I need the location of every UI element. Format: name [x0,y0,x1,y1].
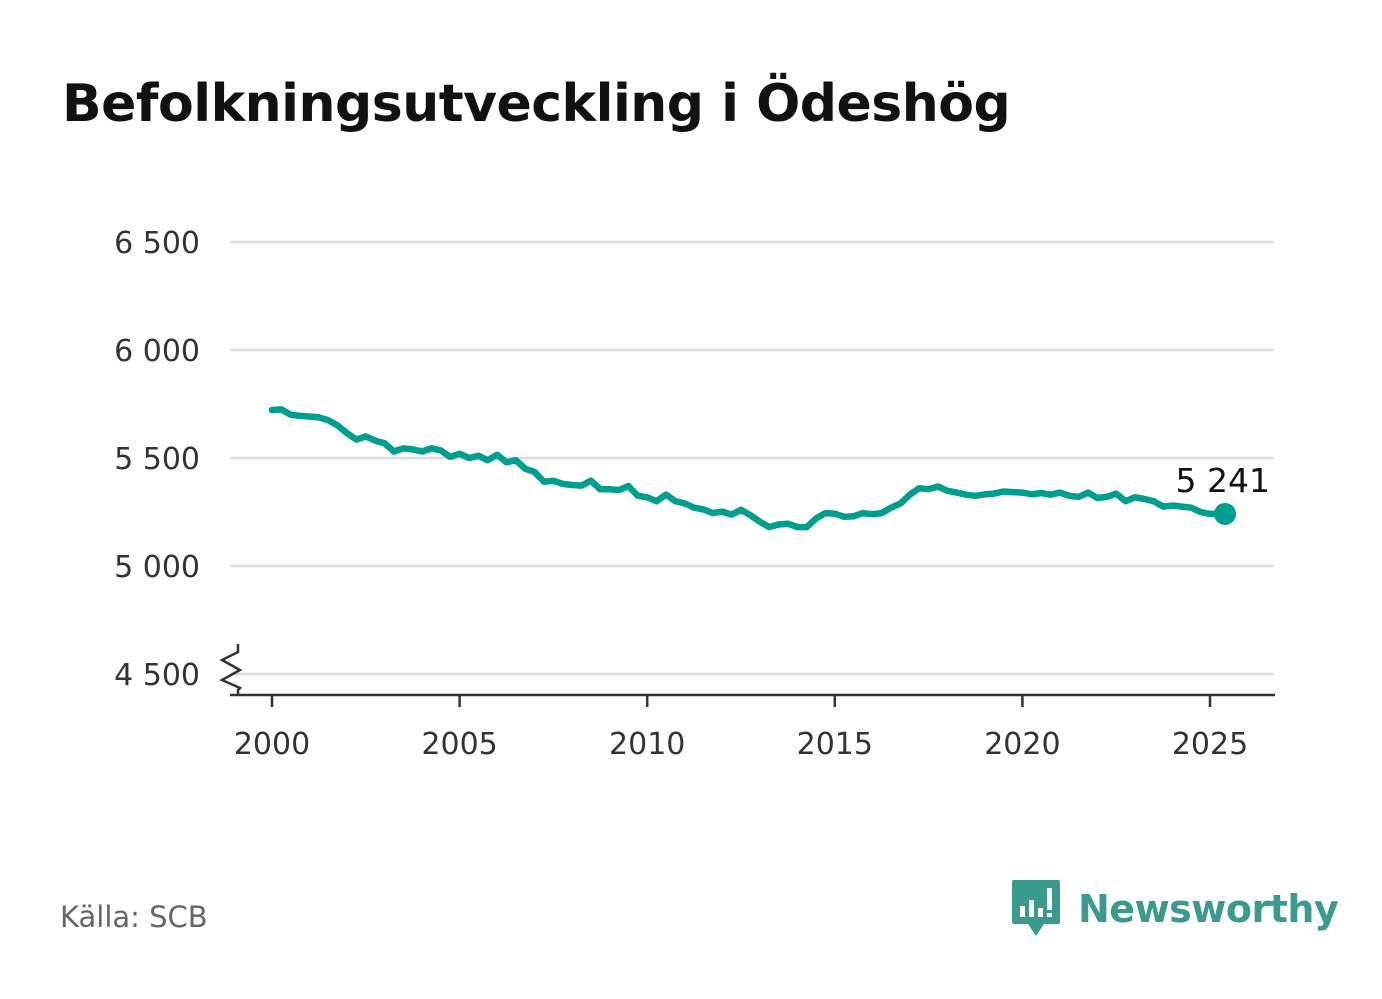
y-axis-ticks: 4 500 5 000 5 500 6 000 6 500 [114,226,243,695]
population-series-line [268,406,1229,531]
axis-break-icon [219,644,243,695]
x-tick-label: 2020 [984,727,1060,762]
y-tick-label: 4 500 [114,658,200,693]
grid-lines [230,240,1274,676]
x-tick-label: 2025 [1172,727,1248,762]
last-value-label: 5 241 [1176,461,1270,500]
source-note: Källa: SCB [60,900,208,934]
y-tick-label: 6 000 [114,334,200,369]
newsworthy-logo[interactable]: Newsworthy [1010,878,1339,940]
x-tick-label: 2005 [421,727,497,762]
last-value-marker [1214,502,1237,525]
series-layer: 5 241 [268,406,1270,531]
y-tick-label: 5 500 [114,442,200,477]
x-axis: 2000 2005 2010 2015 2020 2025 [230,693,1275,762]
x-tick-label: 2015 [797,727,873,762]
y-tick-label: 6 500 [114,226,200,261]
x-tick-label: 2010 [609,727,685,762]
newsworthy-logo-icon [1012,880,1060,936]
y-tick-label: 5 000 [114,550,200,585]
chart-title: Befolkningsutveckling i Ödeshög [62,74,1011,134]
newsworthy-logo-text: Newsworthy [1078,887,1339,931]
x-tick-label: 2000 [234,727,310,762]
